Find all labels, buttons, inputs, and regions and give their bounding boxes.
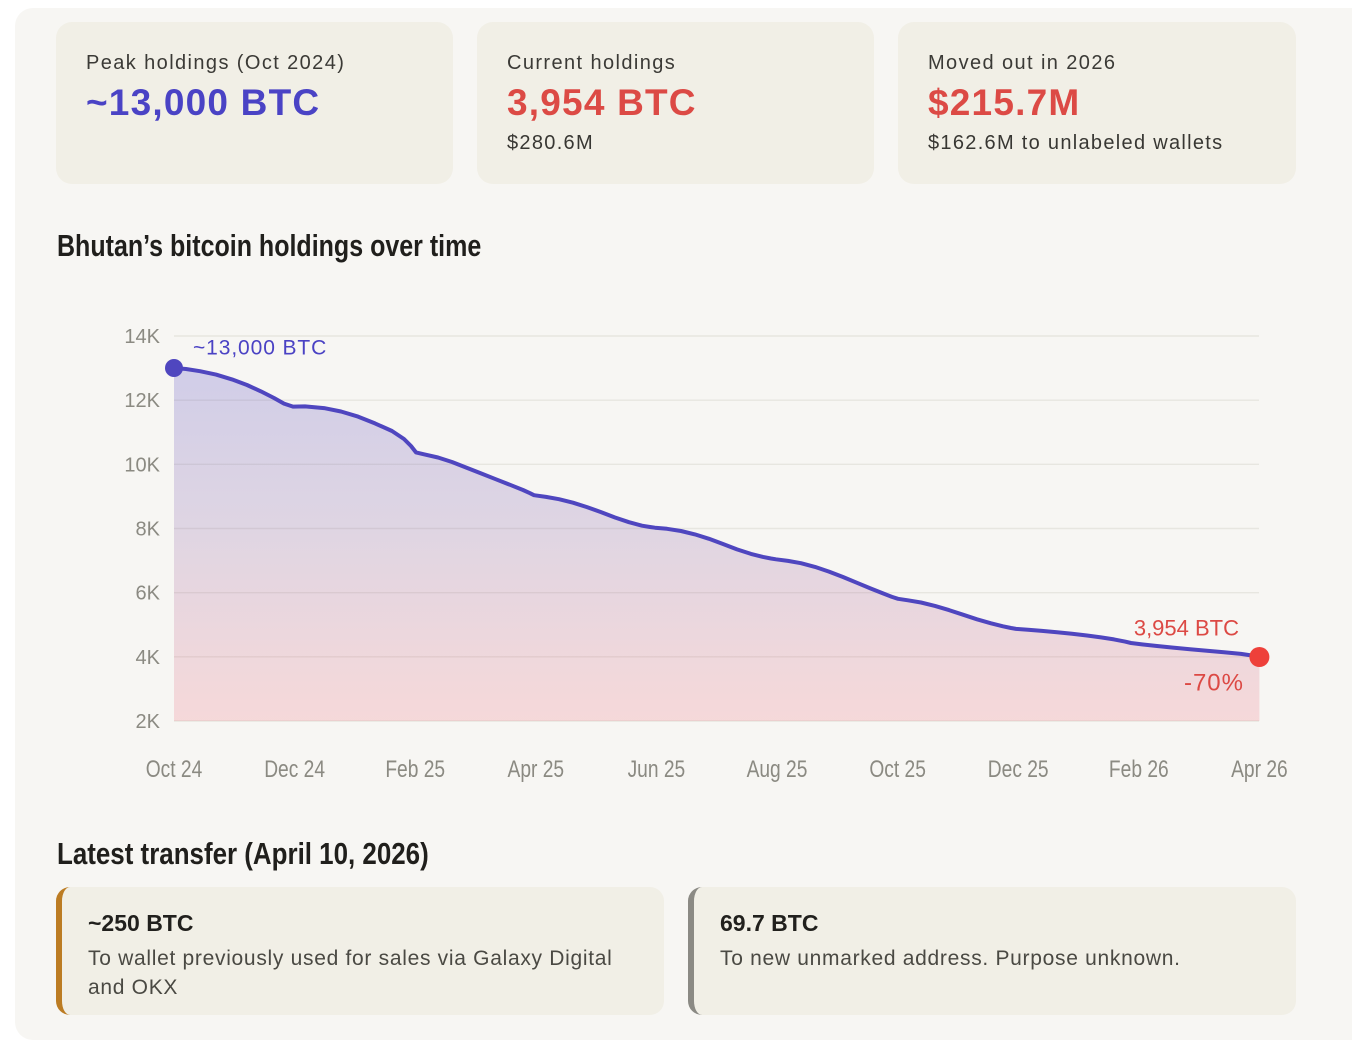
svg-text:Oct 25: Oct 25 — [869, 755, 926, 783]
svg-text:Dec 25: Dec 25 — [988, 755, 1049, 783]
svg-text:2K: 2K — [136, 711, 161, 733]
svg-text:8K: 8K — [136, 519, 161, 541]
svg-text:Feb 26: Feb 26 — [1109, 755, 1169, 783]
svg-text:Apr 25: Apr 25 — [508, 755, 565, 783]
svg-text:3,954 BTC: 3,954 BTC — [1134, 615, 1239, 640]
svg-text:Jun 25: Jun 25 — [628, 755, 686, 783]
svg-text:~13,000 BTC: ~13,000 BTC — [193, 336, 327, 359]
svg-text:14K: 14K — [124, 326, 160, 348]
svg-text:Apr 26: Apr 26 — [1231, 755, 1288, 783]
svg-text:6K: 6K — [136, 583, 161, 605]
svg-text:Dec 24: Dec 24 — [264, 755, 325, 783]
svg-text:4K: 4K — [136, 647, 161, 669]
svg-text:12K: 12K — [124, 390, 160, 412]
svg-text:10K: 10K — [124, 454, 160, 476]
svg-text:Feb 25: Feb 25 — [385, 755, 445, 783]
svg-text:-70%: -70% — [1184, 670, 1244, 697]
svg-text:Oct 24: Oct 24 — [146, 755, 203, 783]
svg-text:Aug 25: Aug 25 — [747, 755, 808, 783]
